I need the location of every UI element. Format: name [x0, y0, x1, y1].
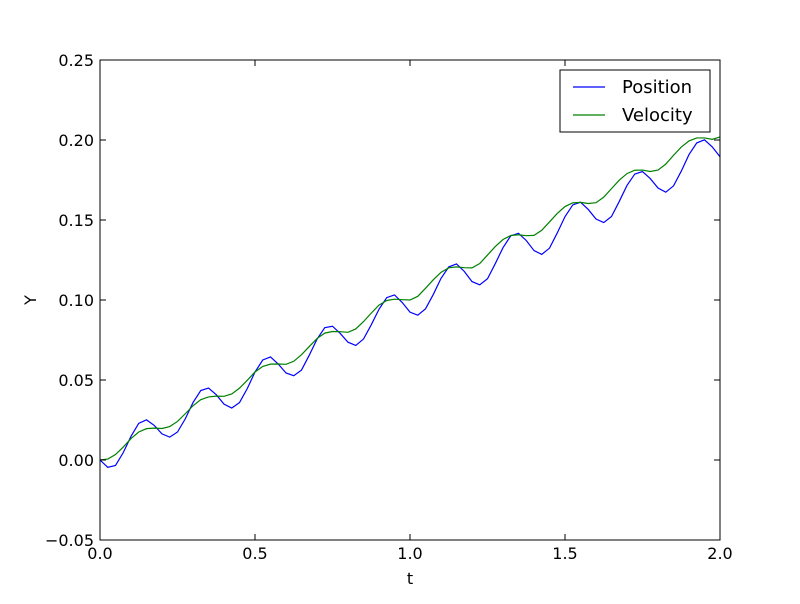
- legend-box: [559, 69, 711, 133]
- legend: Position Velocity: [559, 69, 711, 133]
- y-tick-label: 0.05: [58, 371, 94, 390]
- y-tick-label: −0.05: [45, 531, 94, 550]
- series-line-velocity: [99, 136, 721, 461]
- y-tick-label: 0.25: [58, 51, 94, 70]
- x-tick-label: 1.5: [552, 544, 577, 563]
- legend-label-velocity: Velocity: [622, 105, 693, 126]
- x-tick-label: 1.0: [397, 544, 422, 563]
- x-tick-label: 0.5: [242, 544, 267, 563]
- y-tick-label: 0.15: [58, 211, 94, 230]
- y-axis-label: Y: [21, 295, 40, 306]
- series-line-position: [99, 139, 721, 469]
- y-tick-label: 0.00: [58, 451, 94, 470]
- y-tick-label: 0.10: [58, 291, 94, 310]
- legend-label-position: Position: [622, 77, 692, 98]
- ticks-layer: 0.0 0.5 1.0 1.5 2.0 −0.05 0.00 0.05 0.10 0.15 0.20…: [45, 51, 733, 563]
- x-tick-label: 0.0: [87, 544, 112, 563]
- series-layer: [99, 136, 721, 469]
- x-axis-label: t: [407, 569, 413, 588]
- x-tick-label: 2.0: [707, 544, 732, 563]
- y-tick-label: 0.20: [58, 131, 94, 150]
